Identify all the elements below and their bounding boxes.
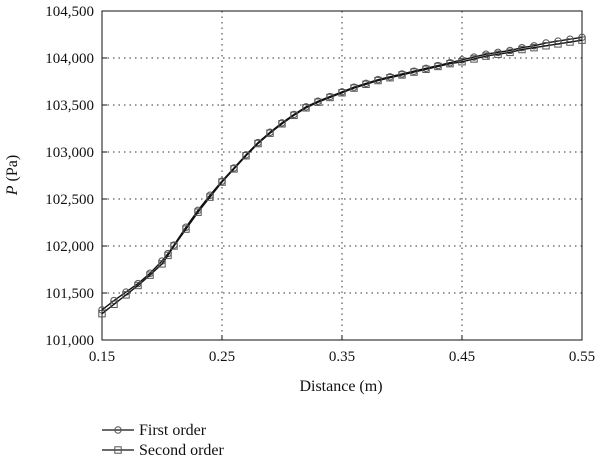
x-tick-label: 0.35 bbox=[329, 349, 355, 365]
data-point bbox=[350, 84, 358, 92]
legend-label: Second order bbox=[139, 442, 225, 459]
data-point bbox=[578, 36, 586, 44]
y-tick-label: 104,000 bbox=[45, 51, 94, 67]
x-tick-label: 0.55 bbox=[569, 349, 595, 365]
data-point bbox=[164, 251, 172, 260]
y-axis-label: P (Pa) bbox=[4, 155, 21, 196]
data-point bbox=[158, 260, 166, 268]
data-point bbox=[386, 74, 394, 82]
legend-label: First order bbox=[139, 422, 207, 439]
series-line bbox=[101, 39, 583, 315]
data-point bbox=[566, 38, 574, 46]
data-point bbox=[374, 76, 382, 85]
data-point bbox=[446, 59, 454, 68]
grid bbox=[102, 11, 582, 340]
data-point bbox=[554, 40, 562, 48]
data-point bbox=[278, 120, 286, 128]
data-point bbox=[230, 165, 238, 173]
series bbox=[98, 33, 586, 318]
plot-frame bbox=[101, 10, 583, 341]
x-tick-label: 0.15 bbox=[89, 349, 115, 365]
data-point bbox=[542, 42, 550, 50]
legend: First order Second order bbox=[102, 422, 225, 459]
data-point bbox=[266, 129, 274, 137]
data-point bbox=[206, 193, 214, 201]
data-point bbox=[218, 178, 226, 186]
x-axis-label: Distance (m) bbox=[299, 378, 382, 395]
y-tick-label: 104,500 bbox=[45, 4, 94, 20]
square-marker-icon bbox=[114, 446, 122, 454]
data-point bbox=[122, 291, 130, 299]
data-point bbox=[518, 45, 526, 54]
data-point bbox=[290, 111, 298, 120]
data-point bbox=[110, 300, 118, 308]
data-point bbox=[242, 152, 250, 160]
x-tick-label: 0.45 bbox=[449, 349, 475, 365]
y-tick-label: 101,500 bbox=[45, 286, 94, 302]
data-point bbox=[506, 48, 514, 57]
data-point bbox=[530, 43, 538, 52]
legend-item: Second order bbox=[102, 442, 225, 459]
data-point bbox=[134, 281, 142, 290]
data-point bbox=[422, 65, 430, 73]
data-point bbox=[170, 242, 178, 250]
x-tick-label: 0.25 bbox=[209, 349, 235, 365]
y-axis-label-symbol: P bbox=[4, 185, 21, 196]
ticks: 0.15 0.25 0.35 0.45 0.55 101,000 101,500 102,00… bbox=[45, 4, 595, 365]
data-point bbox=[254, 139, 262, 148]
data-point bbox=[338, 89, 346, 97]
y-tick-label: 103,000 bbox=[45, 145, 94, 161]
y-tick-label: 101,000 bbox=[45, 333, 94, 349]
data-point bbox=[326, 93, 334, 102]
data-point bbox=[494, 50, 502, 58]
y-tick-label: 102,000 bbox=[45, 239, 94, 255]
data-point bbox=[482, 52, 490, 60]
data-point bbox=[458, 58, 466, 66]
series-2 bbox=[98, 36, 586, 318]
data-point bbox=[146, 271, 154, 279]
y-axis-label-unit: (Pa) bbox=[4, 155, 21, 186]
data-point bbox=[398, 71, 406, 79]
data-point bbox=[182, 225, 190, 233]
data-point bbox=[470, 55, 478, 63]
y-tick-label: 103,500 bbox=[45, 98, 94, 114]
data-point bbox=[434, 62, 442, 71]
y-tick-label: 102,500 bbox=[45, 192, 94, 208]
data-point bbox=[302, 104, 310, 112]
data-point bbox=[362, 80, 370, 89]
series-1 bbox=[98, 33, 586, 314]
data-point bbox=[410, 68, 418, 76]
legend-item: First order bbox=[102, 422, 207, 439]
data-point bbox=[98, 309, 106, 318]
data-point bbox=[314, 98, 322, 106]
data-point bbox=[194, 208, 202, 216]
circle-marker-icon bbox=[114, 426, 122, 434]
